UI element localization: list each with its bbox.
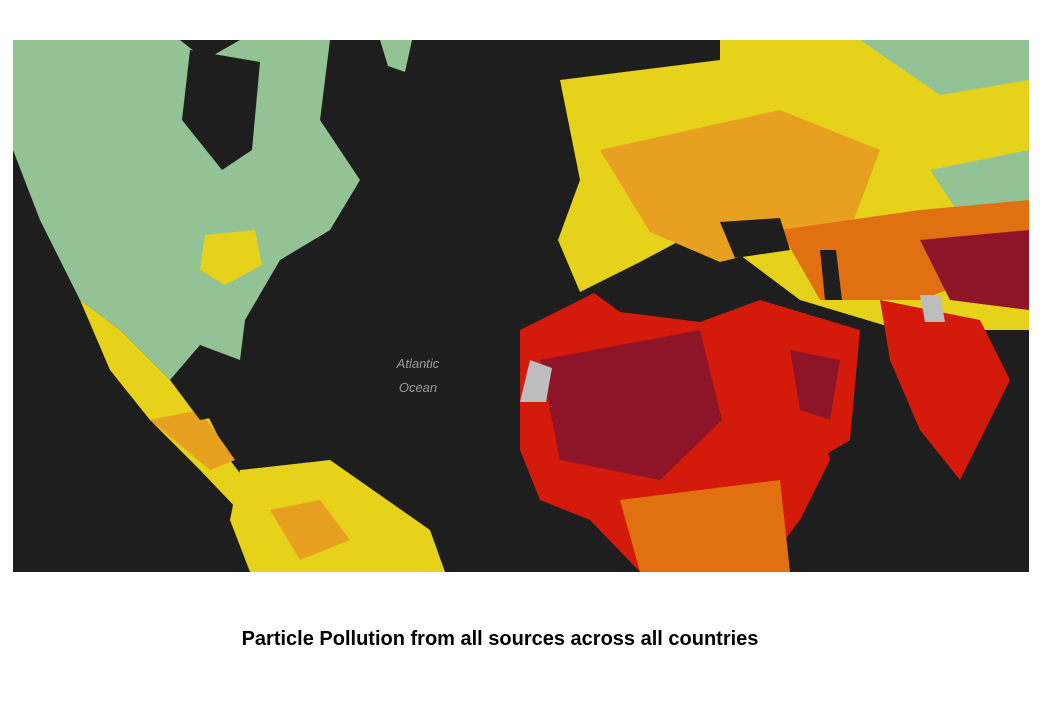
ocean-label: Ocean — [399, 380, 437, 395]
land — [13, 40, 1029, 572]
pollution-map: Atlantic Ocean — [13, 40, 1029, 572]
ocean-label: Atlantic — [396, 356, 440, 371]
caption: Particle Pollution from all sources acro… — [241, 628, 759, 650]
